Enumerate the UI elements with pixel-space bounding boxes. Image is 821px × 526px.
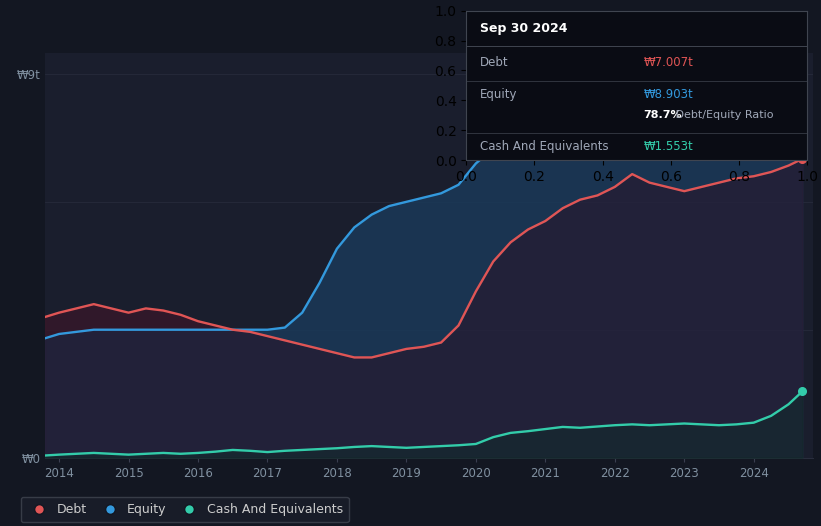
Legend: Debt, Equity, Cash And Equivalents: Debt, Equity, Cash And Equivalents [21,497,349,522]
Text: Debt: Debt [480,56,508,69]
Text: ₩7.007t: ₩7.007t [644,56,694,69]
Text: Debt/Equity Ratio: Debt/Equity Ratio [672,110,774,120]
Text: 78.7%: 78.7% [644,110,682,120]
Text: ₩1.553t: ₩1.553t [644,140,693,154]
Text: Equity: Equity [480,88,517,101]
Text: Cash And Equivalents: Cash And Equivalents [480,140,608,154]
Text: Sep 30 2024: Sep 30 2024 [480,22,567,35]
Text: ₩8.903t: ₩8.903t [644,88,693,101]
